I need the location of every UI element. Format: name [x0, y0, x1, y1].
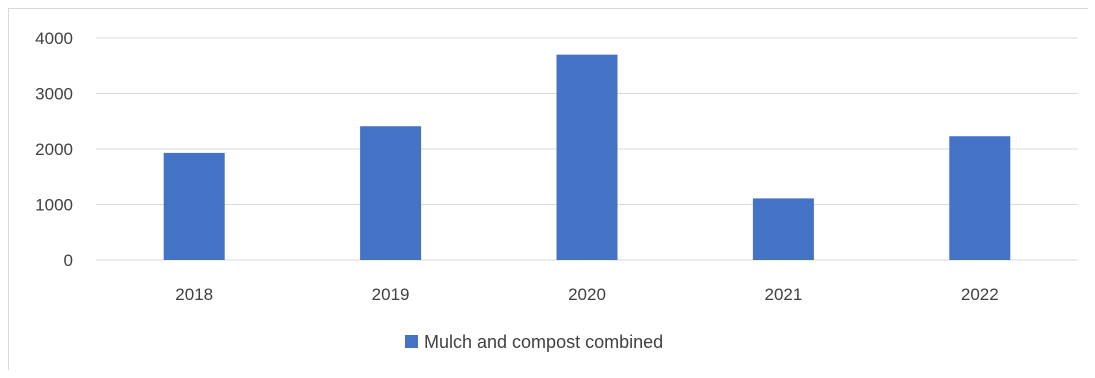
y-tick-label: 1000 — [35, 196, 73, 215]
y-tick-label: 0 — [64, 251, 73, 270]
x-tick-label: 2018 — [175, 285, 213, 304]
bar-2019 — [360, 126, 422, 261]
y-tick-label: 3000 — [35, 85, 73, 104]
legend-swatch — [405, 335, 418, 348]
x-tick-label: 2020 — [568, 285, 606, 304]
x-tick-label: 2019 — [372, 285, 410, 304]
x-tick-label: 2022 — [961, 285, 999, 304]
bar-2018 — [163, 152, 225, 260]
x-tick-label: 2021 — [764, 285, 802, 304]
y-tick-label: 2000 — [35, 140, 73, 159]
chart-frame — [8, 8, 1088, 370]
legend-label: Mulch and compost combined — [424, 332, 663, 352]
bar-2022 — [949, 136, 1011, 260]
y-tick-label: 4000 — [35, 29, 73, 48]
y-axis-tick-labels: 0 1000 2000 3000 4000 — [35, 29, 73, 270]
bar-2020 — [556, 54, 618, 261]
legend: Mulch and compost combined — [405, 332, 663, 352]
bar-2021 — [752, 198, 814, 260]
bars — [163, 54, 1011, 261]
x-axis-tick-labels: 2018 2019 2020 2021 2022 — [175, 285, 998, 304]
